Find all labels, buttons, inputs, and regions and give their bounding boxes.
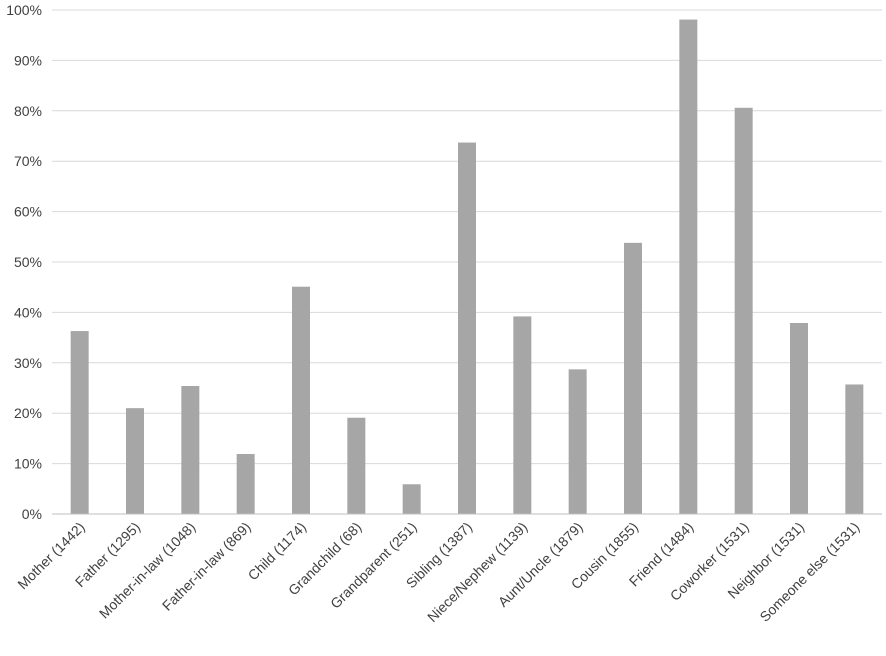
y-tick-label: 40%: [14, 304, 42, 320]
bar: [236, 454, 255, 514]
x-tick-label: Someone else (1531): [756, 519, 862, 625]
y-tick-label: 50%: [14, 254, 42, 270]
bar: [402, 484, 421, 514]
y-tick-label: 80%: [14, 103, 42, 119]
y-tick-label: 20%: [14, 405, 42, 421]
y-tick-label: 60%: [14, 204, 42, 220]
bar: [568, 369, 587, 514]
y-axis-tick-labels: 0% 10% 20% 30% 40% 50% 60% 70% 80% 90% 100%: [6, 2, 42, 522]
bar: [347, 417, 366, 514]
bar: [292, 286, 310, 514]
bar: [679, 19, 698, 515]
bar: [790, 322, 808, 514]
bars: [70, 19, 864, 515]
y-tick-label: 70%: [14, 153, 42, 169]
bar: [513, 316, 532, 514]
x-axis-tick-labels: Mother (1442)Father (1295)Mother-in-law …: [14, 519, 862, 625]
x-tick-label: Niece/Nephew (1139): [424, 519, 530, 625]
bar: [734, 107, 753, 514]
bar: [624, 242, 642, 514]
x-tick-label: Mother-in-law (1048): [96, 519, 199, 622]
bar: [126, 408, 144, 514]
y-tick-label: 90%: [14, 52, 42, 68]
y-tick-label: 100%: [6, 2, 42, 18]
y-tick-label: 10%: [14, 456, 42, 472]
bar: [845, 384, 864, 514]
bar: [458, 142, 476, 514]
bar: [181, 385, 200, 514]
bar: [70, 331, 89, 514]
y-tick-label: 0%: [22, 506, 42, 522]
y-tick-label: 30%: [14, 355, 42, 371]
